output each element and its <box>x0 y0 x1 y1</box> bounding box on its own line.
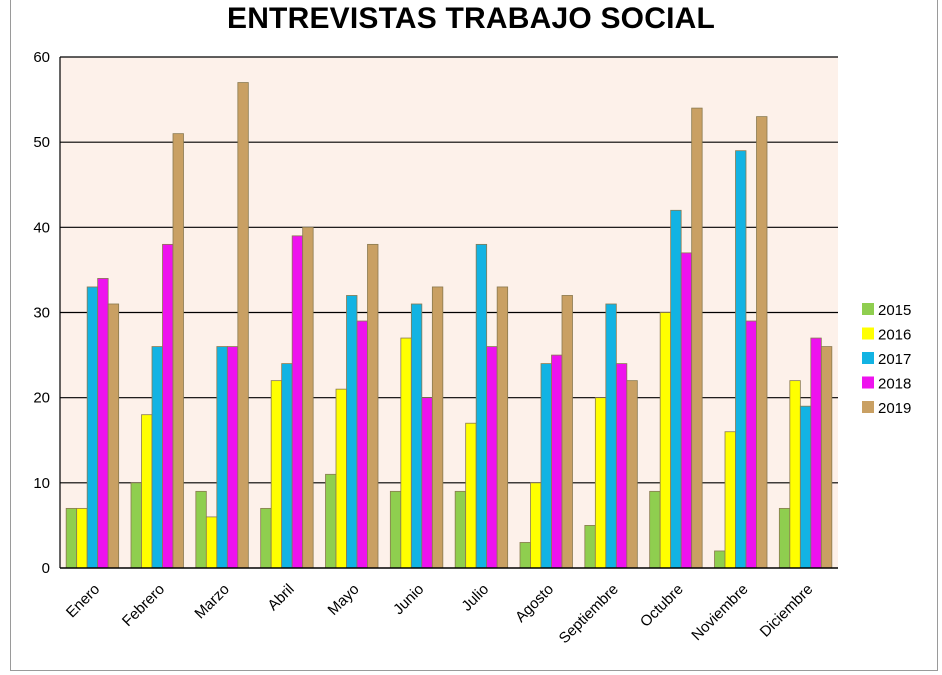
bar-2016-febrero <box>141 414 153 569</box>
bar-2018-octubre <box>680 252 693 569</box>
bar-2019-septiembre <box>626 380 638 569</box>
bar-2017-julio <box>475 243 488 569</box>
bar-2018-febrero <box>162 243 174 569</box>
legend-swatch-2019 <box>862 401 874 413</box>
bar-2016-noviembre <box>724 431 736 569</box>
bar-2019-abril <box>302 226 314 569</box>
bar-2019-junio <box>431 286 444 569</box>
bar-2015-noviembre <box>714 550 726 569</box>
bar-2016-junio <box>400 337 412 569</box>
bar-2015-abril <box>260 507 272 569</box>
y-tick-label: 50 <box>33 134 50 151</box>
bar-2017-noviembre <box>735 150 747 569</box>
bar-2016-diciembre <box>789 380 801 569</box>
y-tick-label: 60 <box>33 49 50 66</box>
bar-2015-mayo <box>325 473 337 569</box>
y-tick-label: 40 <box>33 219 50 236</box>
bar-2017-abril <box>281 363 293 569</box>
bar-2016-agosto <box>530 482 542 569</box>
legend-label-2019: 2019 <box>878 400 911 417</box>
bar-2017-septiembre <box>605 303 617 569</box>
bar-2015-diciembre <box>778 507 791 569</box>
bar-2018-enero <box>97 278 109 569</box>
bar-2019-diciembre <box>820 346 833 569</box>
bar-2015-julio <box>454 490 467 569</box>
legend-label-2017: 2017 <box>878 351 911 368</box>
bar-2016-septiembre <box>594 397 607 569</box>
bar-2017-mayo <box>346 295 358 569</box>
x-tick-label: Enero <box>63 581 103 621</box>
bar-2018-diciembre <box>810 337 822 569</box>
bar-2015-agosto <box>519 542 531 569</box>
bar-2015-octubre <box>649 490 661 569</box>
bar-2017-agosto <box>540 363 552 569</box>
bar-2019-enero <box>107 303 120 569</box>
bar-2019-mayo <box>367 243 379 569</box>
x-tick-label: Noviembre <box>688 581 751 644</box>
bar-2018-julio <box>486 346 498 569</box>
x-tick-label: Septiembre <box>556 581 622 647</box>
bar-2015-septiembre <box>584 525 596 569</box>
bar-2017-enero <box>86 286 99 569</box>
chart-frame <box>10 0 938 671</box>
bar-2016-julio <box>465 422 477 569</box>
bar-2015-enero <box>65 507 78 569</box>
legend-label-2016: 2016 <box>878 327 911 344</box>
bar-2015-febrero <box>130 482 142 569</box>
x-tick-label: Julio <box>458 581 492 615</box>
bar-2019-febrero <box>172 133 184 569</box>
bar-2016-mayo <box>335 388 347 569</box>
bar-2016-marzo <box>205 516 218 569</box>
y-tick-label: 10 <box>33 475 50 492</box>
bar-2018-abril <box>291 235 304 569</box>
bar-2018-noviembre <box>745 320 757 569</box>
x-tick-label: Febrero <box>119 581 168 630</box>
y-tick-label: 20 <box>33 390 50 407</box>
bar-2017-octubre <box>670 209 682 569</box>
y-tick-label: 0 <box>42 560 50 577</box>
bar-2017-junio <box>410 303 423 569</box>
bar-2019-agosto <box>561 295 573 569</box>
x-tick-label: Diciembre <box>757 581 817 641</box>
x-tick-label: Mayo <box>325 581 363 619</box>
x-tick-label: Marzo <box>191 581 232 622</box>
x-tick-label: Abril <box>265 581 298 614</box>
bar-2016-abril <box>270 380 283 569</box>
bar-2017-febrero <box>151 346 163 569</box>
legend-swatch-2016 <box>862 327 874 340</box>
bar-2018-agosto <box>551 354 563 569</box>
bar-2016-octubre <box>659 312 672 569</box>
bar-2019-julio <box>496 286 509 569</box>
chart-title: ENTREVISTAS TRABAJO SOCIAL <box>226 2 715 35</box>
x-tick-label: Octubre <box>637 581 687 631</box>
bar-2018-marzo <box>226 346 239 569</box>
bar-2018-mayo <box>356 320 368 569</box>
x-tick-label: Junio <box>390 581 427 618</box>
legend-swatch-2018 <box>862 376 874 389</box>
bar-2019-noviembre <box>756 116 768 569</box>
bar-2018-junio <box>421 397 433 569</box>
bar-2019-octubre <box>691 107 703 569</box>
legend-swatch-2017 <box>862 352 874 364</box>
x-tick-label: Agosto <box>512 581 557 626</box>
y-tick-label: 30 <box>33 305 50 322</box>
bar-2017-diciembre <box>799 405 812 569</box>
legend-label-2015: 2015 <box>878 302 911 319</box>
bar-2018-septiembre <box>615 363 628 569</box>
bar-2019-marzo <box>237 82 249 569</box>
legend-label-2018: 2018 <box>878 376 911 393</box>
bar-2016-enero <box>76 507 88 569</box>
bar-2015-junio <box>389 490 402 569</box>
legend-swatch-2015 <box>862 303 874 315</box>
bar-2015-marzo <box>195 490 207 569</box>
bar-2017-marzo <box>216 346 228 569</box>
